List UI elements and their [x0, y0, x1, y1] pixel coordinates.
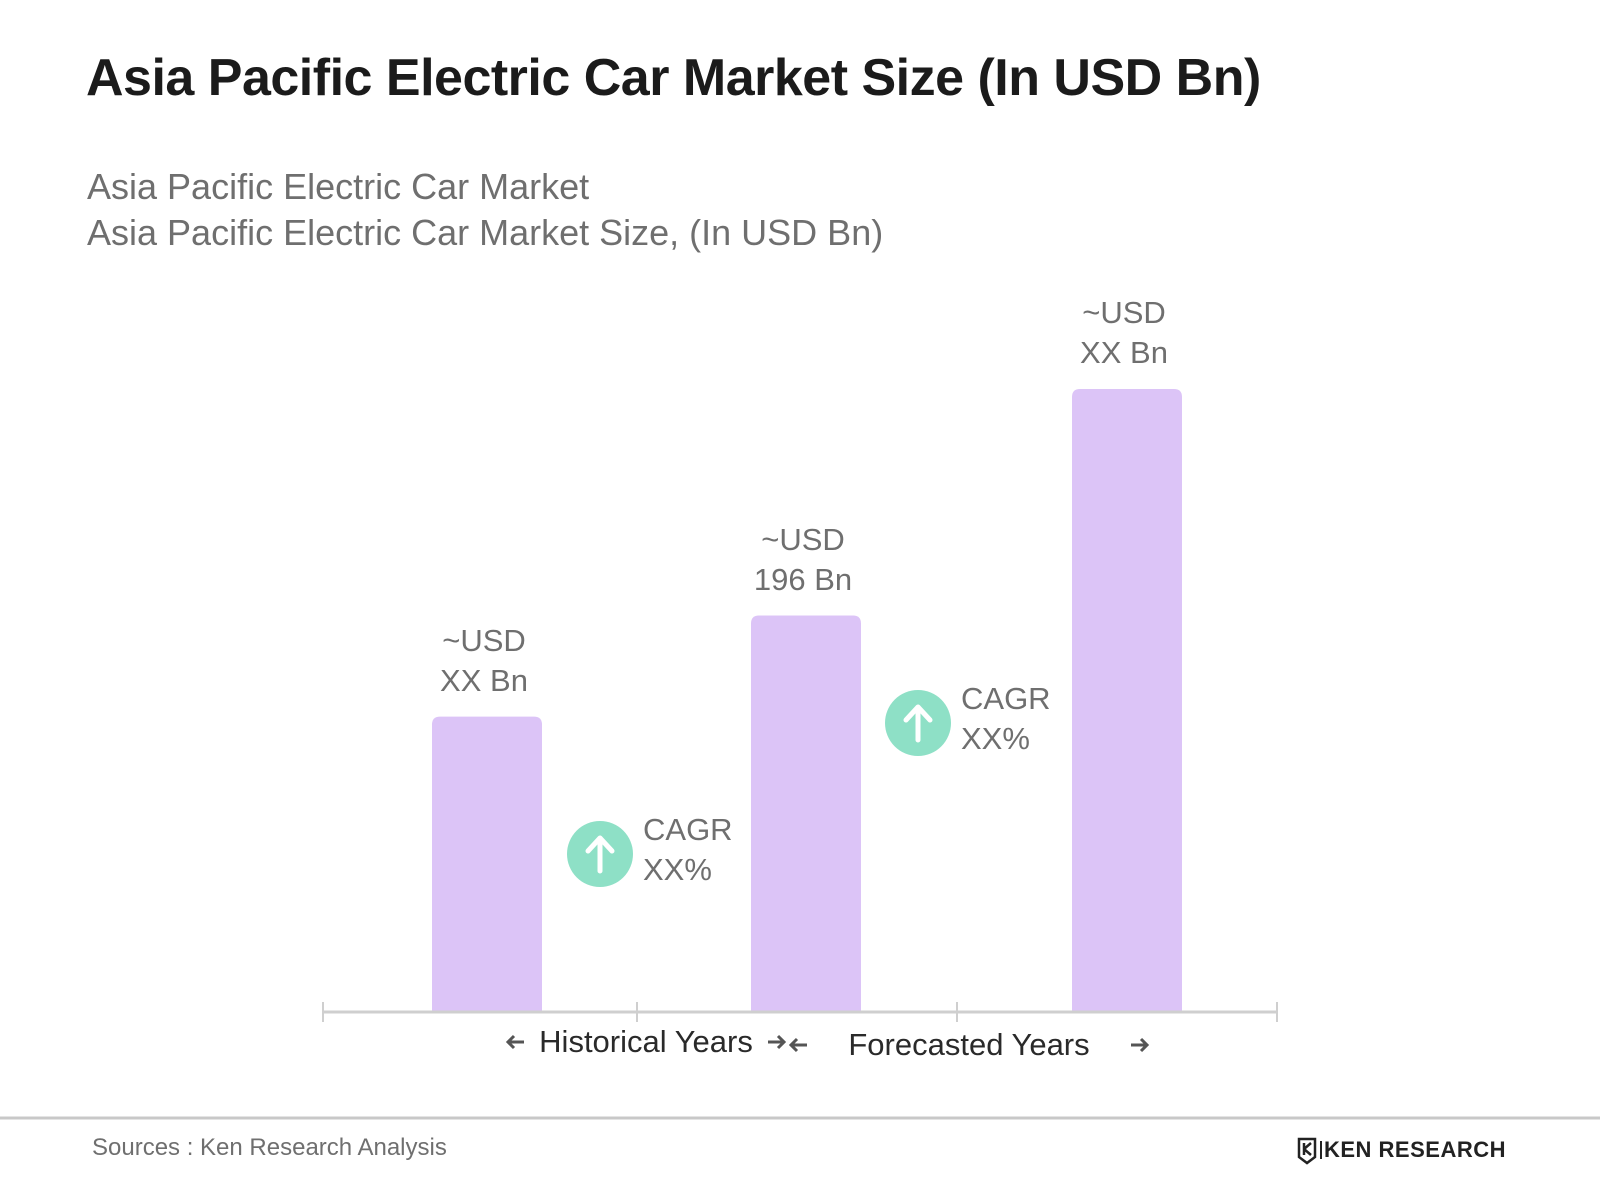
arrow-right	[768, 1034, 787, 1050]
value-label: ~USD XX Bn	[1080, 295, 1168, 370]
period-label: Forecasted Years	[848, 1027, 1090, 1062]
bar	[751, 615, 861, 1012]
cagr-label: CAGR XX%	[643, 812, 733, 887]
arrow-left	[505, 1034, 524, 1050]
cagr-arrow	[585, 835, 615, 874]
value-label: ~USD XX Bn	[440, 622, 528, 698]
chart-title: Asia Pacific Electric Car Market Size (I…	[86, 49, 1261, 107]
arrow-left	[788, 1037, 807, 1053]
logo-mark	[1297, 1137, 1322, 1165]
arrow-right	[1131, 1037, 1150, 1053]
subtitle: Asia Pacific Electric Car Market	[87, 166, 590, 207]
cagr-arrow	[903, 704, 933, 743]
logo: KEN RESEARCH	[1323, 1137, 1506, 1162]
bar	[1072, 389, 1182, 1012]
bar	[432, 716, 542, 1012]
period-label: Historical Years	[539, 1024, 753, 1059]
value-label: ~USD 196 Bn	[753, 521, 853, 597]
cagr-label: CAGR XX%	[961, 681, 1051, 756]
subtitle: Asia Pacific Electric Car Market Size, (…	[87, 212, 884, 253]
source: Sources : Ken Research Analysis	[92, 1134, 447, 1161]
